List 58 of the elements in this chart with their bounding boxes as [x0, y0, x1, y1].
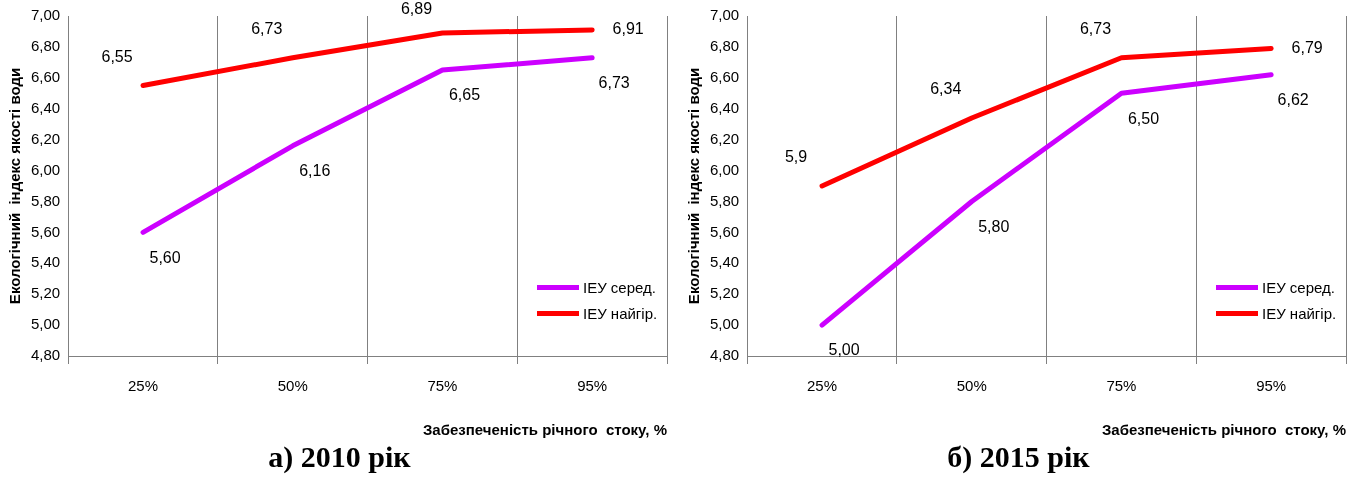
y-tick-label: 6,60	[709, 67, 740, 85]
x-tick-label: 75%	[1106, 377, 1137, 395]
data-label: 5,00	[828, 341, 860, 359]
y-tick-label: 6,40	[30, 98, 61, 116]
data-label: 6,73	[251, 20, 283, 38]
text: б) 2015 рік	[946, 440, 1091, 474]
data-label: 6,79	[1291, 38, 1323, 56]
y-tick-label: 4,80	[709, 346, 740, 364]
y-tick-label: 5,20	[709, 284, 740, 302]
x-tick-label: 75%	[427, 377, 458, 395]
x-tick-label: 95%	[577, 377, 608, 395]
legend-label: ІЕУ серед.	[1262, 278, 1335, 296]
y-tick-label: 6,20	[30, 129, 61, 147]
y-tick-label: 6,20	[709, 129, 740, 147]
legend-label: ІЕУ найгір.	[583, 304, 658, 322]
data-label: 6,55	[101, 47, 133, 65]
data-label: 6,16	[299, 162, 331, 180]
data-label: 5,9	[784, 148, 808, 166]
y-tick-label: 7,00	[30, 6, 61, 24]
y-tick-label: 5,40	[709, 253, 740, 271]
y-tick-label: 4,80	[30, 346, 61, 364]
y-tick-label: 5,00	[709, 315, 740, 333]
y-tick-label: 5,00	[30, 315, 61, 333]
y-tick-label: 6,40	[709, 98, 740, 116]
y-tick-label: 6,00	[30, 160, 61, 178]
data-label: 6,65	[448, 86, 481, 104]
x-tick-label: 95%	[1256, 377, 1287, 395]
y-tick-label: 6,80	[30, 37, 61, 55]
data-label: 5,80	[978, 217, 1010, 235]
data-label: 5,60	[149, 248, 181, 266]
data-label: 6,73	[1079, 20, 1112, 38]
y-tick-label: 6,80	[709, 37, 740, 55]
x-axis-title: Забезпеченість річного стоку, %	[422, 420, 667, 438]
y-tick-label: 5,80	[709, 191, 740, 209]
y-axis-title: Екологічний індекс якості води	[6, 67, 24, 305]
y-tick-label: 7,00	[709, 6, 740, 24]
y-tick-label: 6,60	[30, 67, 61, 85]
y-tick-label: 5,40	[30, 253, 61, 271]
y-tick-label: 5,20	[30, 284, 61, 302]
data-label: 6,91	[612, 20, 644, 38]
x-tick-label: 50%	[277, 377, 308, 395]
data-label: 6,62	[1277, 91, 1309, 109]
data-label: 6,89	[400, 0, 433, 18]
y-tick-label: 5,60	[30, 222, 61, 240]
x-tick-label: 50%	[956, 377, 987, 395]
x-axis-title: Забезпеченість річного стоку, %	[1101, 420, 1346, 438]
x-tick-label: 25%	[128, 377, 159, 395]
legend-label: ІЕУ найгір.	[1262, 304, 1337, 322]
x-tick-label: 25%	[807, 377, 838, 395]
y-tick-label: 6,00	[709, 160, 740, 178]
y-tick-label: 5,80	[30, 191, 61, 209]
text: а) 2010 рік	[267, 440, 412, 474]
data-label: 6,73	[598, 74, 630, 92]
y-axis-title: Екологічний індекс якості води	[685, 67, 703, 305]
data-label: 6,34	[930, 80, 962, 98]
legend-label: ІЕУ серед.	[583, 278, 656, 296]
y-tick-label: 5,60	[709, 222, 740, 240]
data-label: 6,50	[1127, 109, 1160, 127]
